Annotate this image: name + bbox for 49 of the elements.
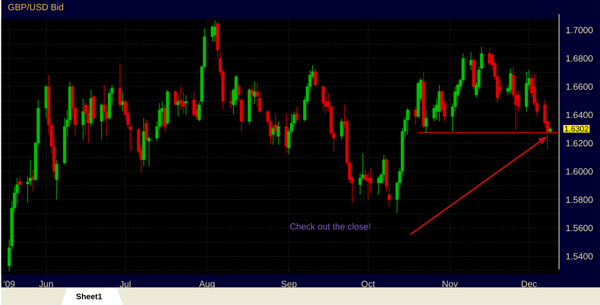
candlestick <box>314 68 317 87</box>
candlestick <box>524 71 528 112</box>
x-tick-label: Jul <box>120 280 130 288</box>
candlestick <box>340 118 344 140</box>
candlestick <box>322 84 325 112</box>
y-tick-label: 1.6600 <box>566 83 593 90</box>
x-tick-label: Oct <box>362 280 375 287</box>
candlestick <box>488 48 492 67</box>
candlestick <box>147 136 151 167</box>
candlestick <box>229 91 232 108</box>
y-tick-label: 1.6400 <box>566 112 593 118</box>
candlestick <box>213 20 217 42</box>
y-tick-label: 1.5600 <box>566 224 593 232</box>
y-tick-label: 1.7000 <box>566 26 593 34</box>
candlestick <box>274 112 278 140</box>
candlestick <box>179 86 182 110</box>
candlestick <box>424 109 428 134</box>
candlestick <box>469 51 473 70</box>
candlestick <box>295 106 298 124</box>
y-tick-label: 1.5800 <box>566 196 593 203</box>
candlestick <box>118 62 122 108</box>
candlestick <box>176 94 180 117</box>
candlestick <box>184 94 188 115</box>
candlestick <box>92 94 96 122</box>
candlestick <box>55 159 58 200</box>
candlestick <box>174 89 178 106</box>
annotation: Check out the close! <box>290 222 370 230</box>
x-tick-label: Sep <box>281 280 297 289</box>
candlestick <box>498 79 502 96</box>
candlestick <box>250 84 254 102</box>
candlestick <box>382 154 386 180</box>
candlestick <box>81 98 85 140</box>
candlestick <box>100 102 104 140</box>
candlestick <box>144 119 148 142</box>
x-tick-label: Aug <box>199 280 215 289</box>
candlestick <box>406 108 410 135</box>
y-tick-label: 1.5400 <box>566 252 593 260</box>
candlestick <box>18 176 22 195</box>
x-tick-label: Nov <box>442 280 458 287</box>
x-tick-label: Jun <box>39 280 53 287</box>
candlestick <box>192 91 196 117</box>
x-tick-label: Dec <box>522 280 537 287</box>
candlestick <box>388 186 391 206</box>
chart-title: GBP/USD Bid <box>8 4 64 10</box>
candlestick <box>31 169 35 192</box>
x-tick-label: '09 <box>4 280 15 287</box>
y-tick-label: 1.6000 <box>566 168 593 174</box>
y-tick-label: 1.6200 <box>566 140 593 146</box>
y-tick-label: 1.6800 <box>566 55 593 62</box>
